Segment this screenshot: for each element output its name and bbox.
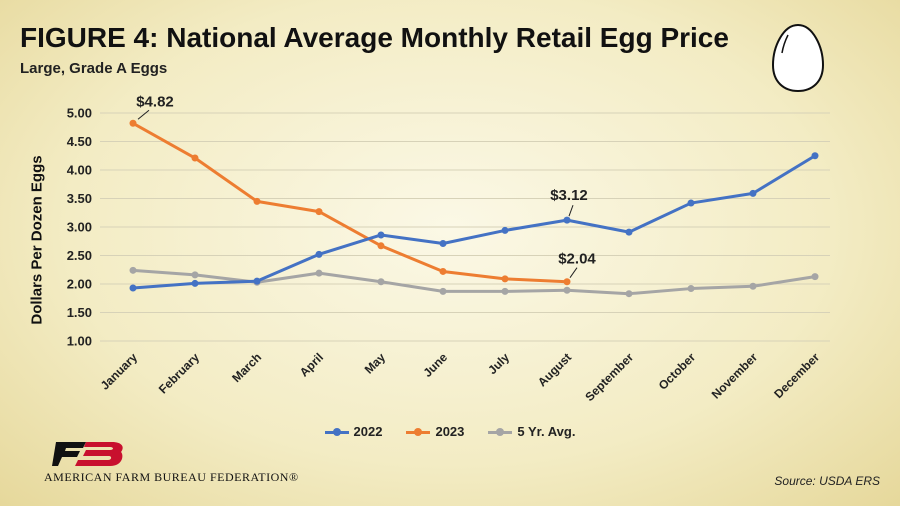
data-point-5-yr-avg [377,278,385,286]
chart-subtitle: Large, Grade A Eggs [20,60,168,77]
data-point-2022 [315,250,323,258]
legend-swatch-2022 [324,426,349,438]
x-tick-label: August [535,350,574,389]
data-point-2023 [129,119,137,127]
data-point-5-yr-avg [811,273,819,281]
y-tick-label: 5.00 [67,106,92,121]
data-point-2022 [749,189,757,197]
data-point-2023 [315,208,323,216]
data-point-2023 [377,242,385,250]
data-point-5-yr-avg [563,286,571,294]
data-point-5-yr-avg [439,287,447,295]
annotation-leader [569,267,578,279]
data-point-2023 [253,197,261,205]
x-tick-label: November [709,350,761,402]
data-label: $3.12 [550,187,588,204]
y-tick-label: 2.00 [67,277,92,292]
y-tick-label: 3.50 [67,191,92,206]
data-label: $2.04 [558,251,596,268]
data-point-5-yr-avg [315,269,323,277]
legend-swatch-5yr-avg [488,426,513,438]
x-tick-label: September [582,350,636,404]
annotation-leader [568,204,574,217]
legend-label-5yr-avg: 5 Yr. Avg. [517,424,576,439]
x-tick-label: June [420,350,450,380]
data-point-2023 [191,154,199,162]
y-tick-label: 4.50 [67,134,92,149]
chart-title: FIGURE 4: National Average Monthly Retai… [20,22,729,53]
data-point-2022 [687,199,695,207]
data-point-2022 [625,228,633,236]
legend-label-2022: 2022 [353,424,383,439]
data-point-5-yr-avg [129,266,137,274]
source-note: Source: USDA ERS [774,474,880,488]
series-line-2023 [131,121,569,284]
series-line-2022 [131,154,817,290]
x-tick-label: July [485,350,512,377]
data-point-2022 [377,231,385,239]
egg-icon [771,23,825,93]
x-tick-label: October [656,350,699,393]
data-point-2022 [563,216,571,224]
chart-legend: 2022 2023 5 Yr. Avg. [0,424,900,439]
data-label: $4.82 [136,93,174,110]
data-point-5-yr-avg [687,285,695,293]
x-tick-label: January [98,350,141,393]
legend-swatch-2023 [406,426,431,438]
y-tick-label: 1.00 [67,334,92,349]
data-point-2022 [439,240,447,248]
legend-item-5yr-avg: 5 Yr. Avg. [488,424,575,439]
data-point-2022 [811,152,819,160]
x-tick-label: May [362,350,389,377]
x-tick-label: December [771,350,822,401]
y-tick-label: 2.50 [67,248,92,263]
data-point-5-yr-avg [191,271,199,279]
org-name: AMERICAN FARM BUREAU FEDERATION® [44,470,299,484]
data-point-2022 [501,226,509,234]
data-point-2022 [253,277,261,285]
data-point-2022 [129,284,137,292]
annotation-leader [137,109,150,120]
y-tick-label: 4.00 [67,163,92,178]
fb-logo-icon [52,442,123,466]
data-point-5-yr-avg [501,287,509,295]
x-tick-label: February [156,350,202,396]
data-point-2022 [191,279,199,287]
x-tick-label: March [229,350,264,385]
x-tick-label: April [297,350,326,379]
y-tick-label: 1.50 [67,305,92,320]
legend-label-2023: 2023 [435,424,465,439]
data-point-2023 [563,278,571,286]
data-point-2023 [501,275,509,283]
legend-item-2022: 2022 [324,424,383,439]
data-point-5-yr-avg [749,282,757,290]
legend-item-2023: 2023 [406,424,464,439]
data-point-5-yr-avg [625,290,633,298]
y-tick-label: 3.00 [67,220,92,235]
data-point-2023 [439,267,447,275]
